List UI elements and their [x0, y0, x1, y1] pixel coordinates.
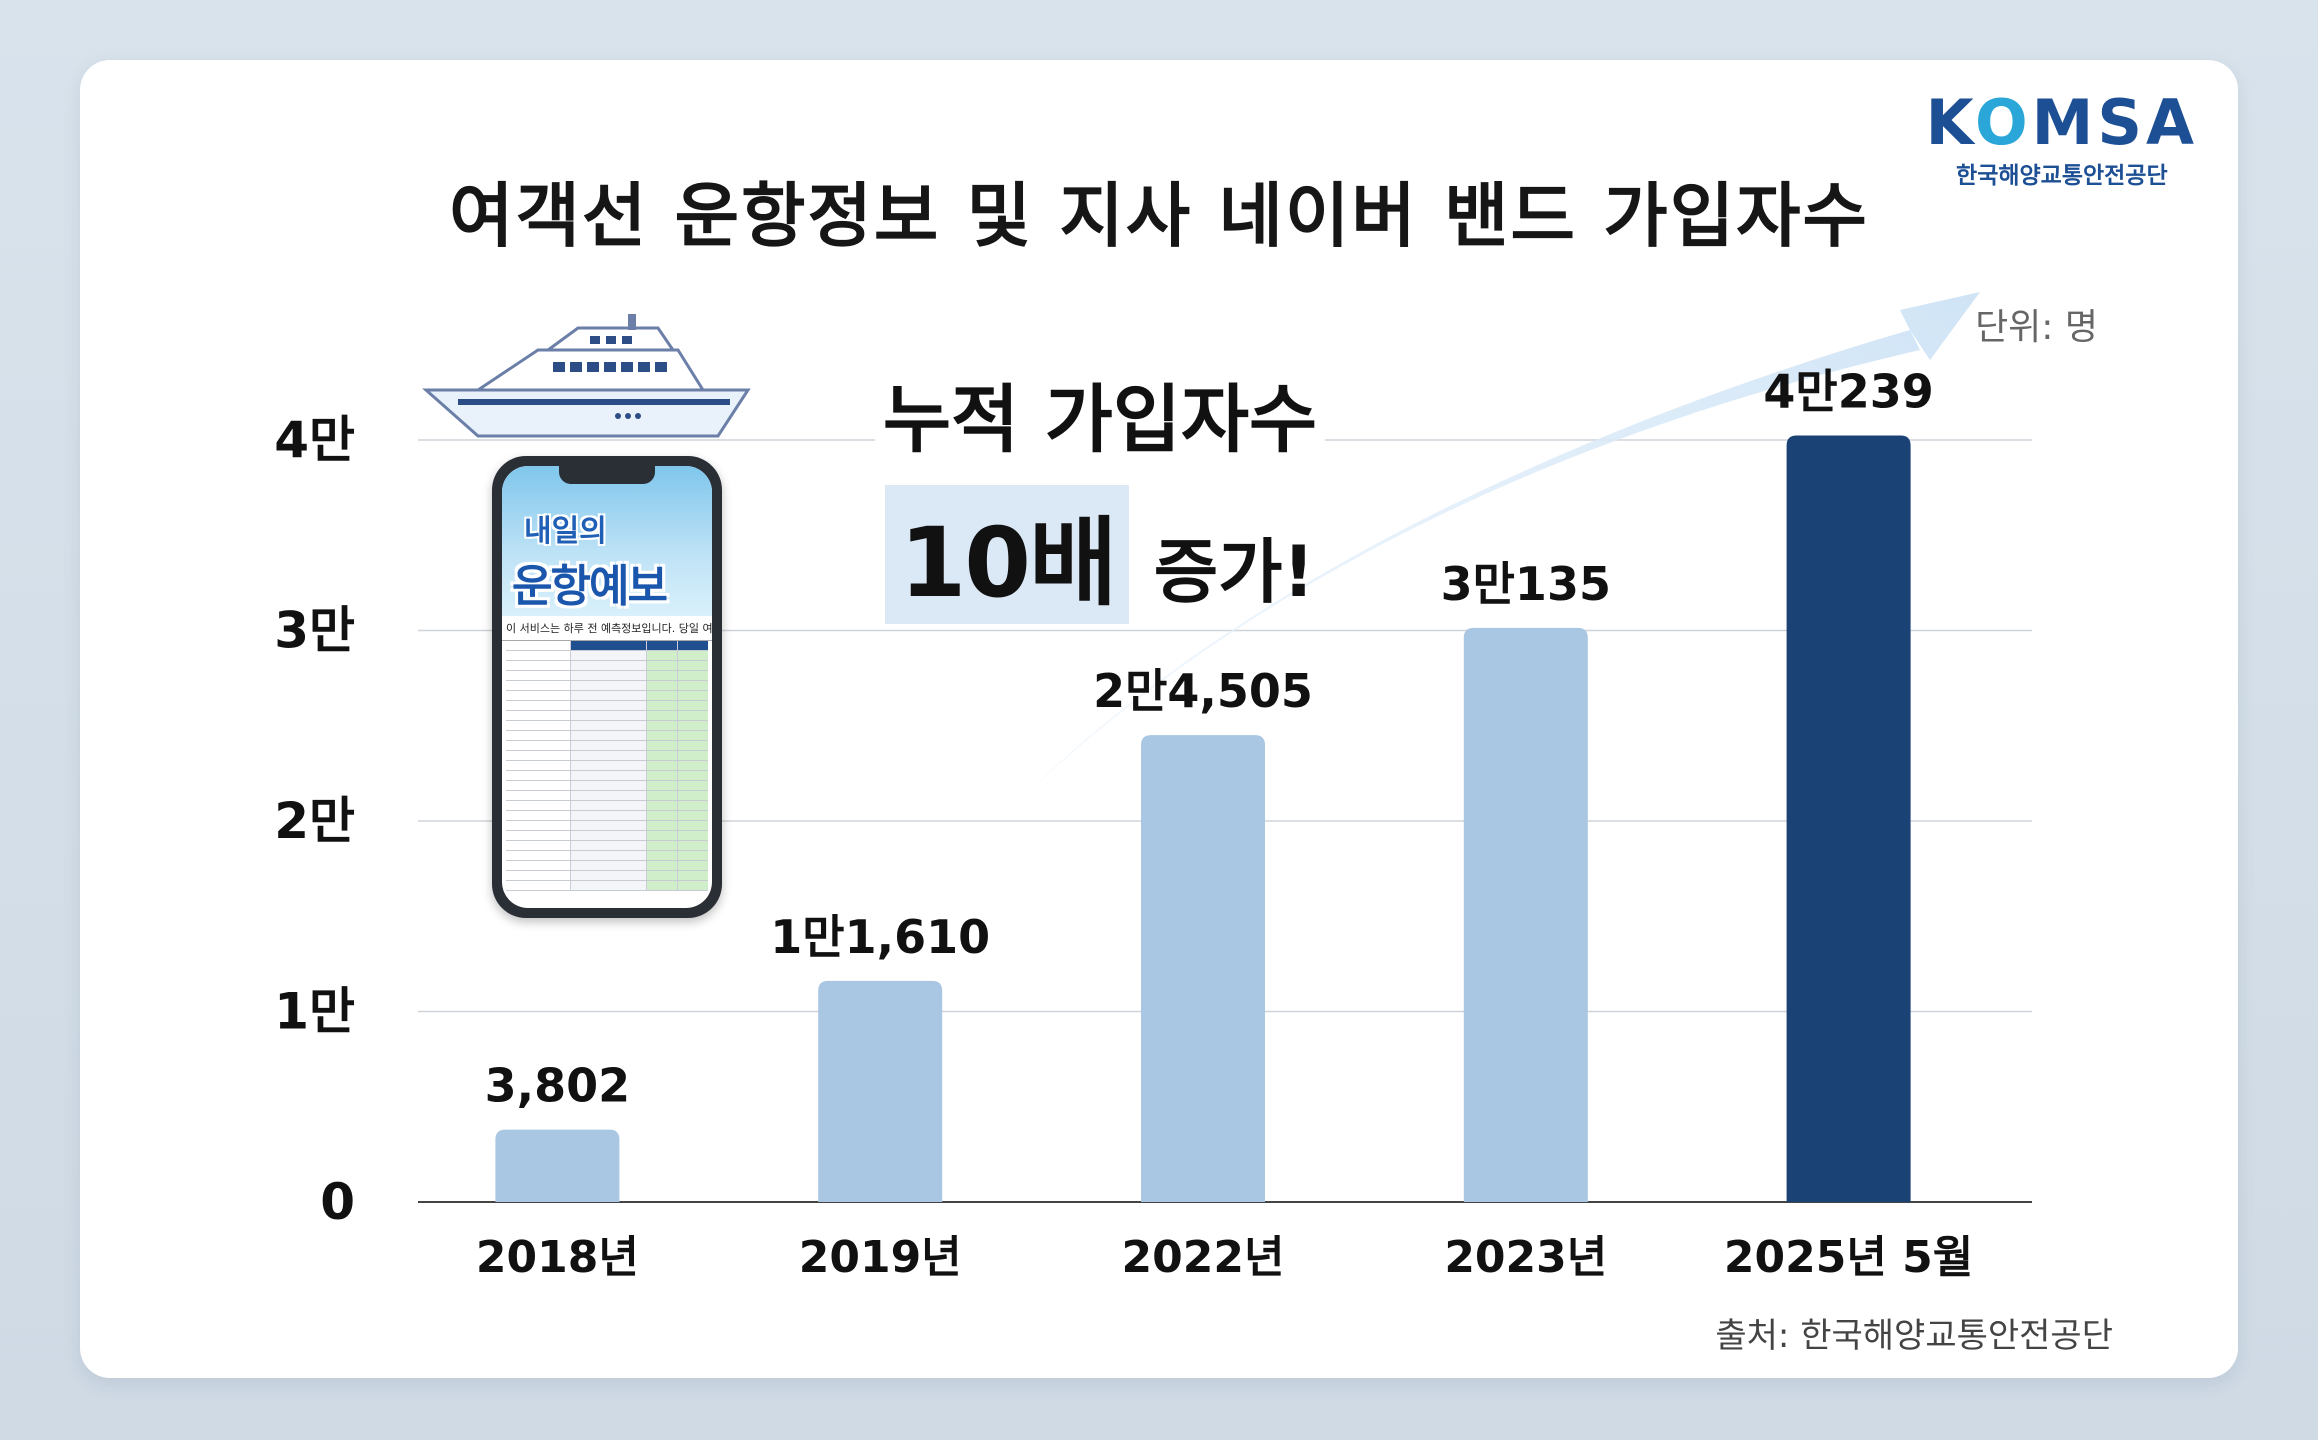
phone-table-row [506, 871, 708, 881]
chart-card: 여객선 운항정보 및 지사 네이버 밴드 가입자수 KOMSA 한국해양교통안전… [80, 60, 2238, 1378]
growth-arrow [1020, 292, 1980, 800]
phone-table-row [506, 851, 708, 861]
phone-table-row [506, 861, 708, 871]
y-tick-label: 3만 [274, 602, 355, 660]
phone-screen: 내일의 운항예보 이 서비스는 하루 전 예측정보입니다. 당일 여객선 운항일… [502, 466, 712, 908]
source-label: 출처: 한국해양교통안전공단 [1715, 1316, 2113, 1356]
phone-table-row [506, 761, 708, 771]
x-tick-label: 2023년 [1444, 1232, 1607, 1283]
x-tick-label: 2018년 [476, 1232, 639, 1283]
phone-table-row [506, 711, 708, 721]
bar [1463, 627, 1588, 1202]
phone-table-row [506, 781, 708, 791]
bar [1141, 735, 1265, 1202]
callout-line1: 누적 가입자수 [874, 360, 1326, 467]
phone-table-row [506, 701, 708, 711]
logo-subtitle: 한국해양교통안전공단 [1956, 163, 2168, 189]
page-title: 여객선 운항정보 및 지사 네이버 밴드 가입자수 [449, 175, 1869, 257]
komsa-logo: KOMSA 한국해양교통안전공단 [1926, 88, 2198, 190]
y-tick-label: 0 [320, 1173, 355, 1231]
phone-table-row [506, 801, 708, 811]
phone-notice: 이 서비스는 하루 전 예측정보입니다. 당일 여객선 운항일정을 반드시 [502, 616, 712, 641]
phone-table-row [506, 721, 708, 731]
y-tick-label: 1만 [274, 983, 355, 1041]
phone-table-row [506, 741, 708, 751]
phone-table-row [506, 771, 708, 781]
phone-title-line2: 운항예보 [512, 561, 668, 612]
x-tick-label: 2022년 [1122, 1232, 1285, 1283]
callout-line2: 10배 증가! [820, 485, 1380, 624]
phone-illustration: 내일의 운항예보 이 서비스는 하루 전 예측정보입니다. 당일 여객선 운항일… [492, 456, 722, 918]
bar [495, 1129, 620, 1202]
value-label: 3,802 [485, 1059, 631, 1113]
logo-wordmark: KOMSA [1925, 86, 2198, 159]
phone-notch [559, 466, 655, 484]
phone-table-row [506, 881, 708, 891]
bar [818, 980, 943, 1202]
x-tick-label: 2019년 [799, 1232, 962, 1283]
phone-header: 내일의 운항예보 [502, 466, 712, 616]
callout-highlight: 10배 [885, 485, 1130, 624]
phone-table-row [506, 751, 708, 761]
value-label: 2만4,505 [1093, 664, 1313, 718]
y-tick-label: 2만 [274, 792, 355, 850]
phone-table-row [506, 791, 708, 801]
phone-table-row [506, 661, 708, 671]
phone-table-row [506, 681, 708, 691]
phone-table-header [506, 641, 708, 651]
value-label: 1만1,610 [770, 910, 990, 964]
phone-table-row [506, 841, 708, 851]
phone-table-row [506, 691, 708, 701]
y-tick-label: 4만 [274, 411, 355, 469]
callout-rest: 증가! [1129, 531, 1315, 613]
phone-table-row [506, 831, 708, 841]
value-label: 3만135 [1441, 557, 1611, 611]
ship-illustration [422, 314, 751, 438]
growth-callout: 누적 가입자수 10배 증가! [820, 360, 1380, 624]
phone-title-line1: 내일의 [524, 514, 607, 549]
bar [1786, 435, 1911, 1203]
x-tick-label: 2025년 5월 [1724, 1232, 1973, 1283]
phone-table-row [506, 651, 708, 661]
value-label: 4만239 [1763, 364, 1933, 418]
phone-table-row [506, 731, 708, 741]
phone-table-row [506, 821, 708, 831]
phone-schedule-table [502, 641, 712, 891]
phone-table-row [506, 811, 708, 821]
unit-label: 단위: 명 [1975, 307, 2098, 348]
phone-table-row [506, 671, 708, 681]
